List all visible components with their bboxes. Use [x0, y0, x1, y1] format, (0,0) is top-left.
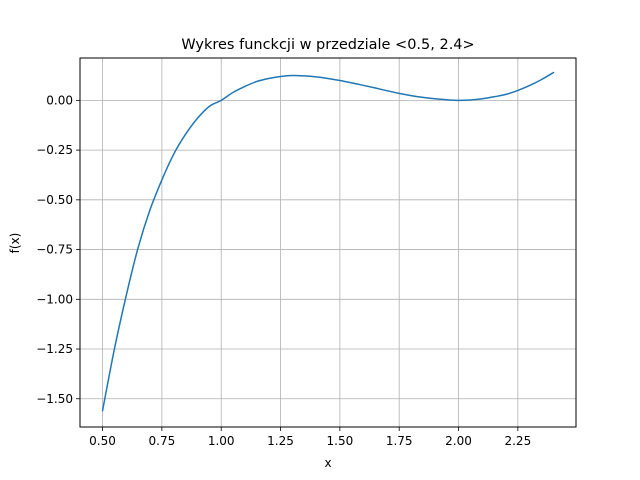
x-tick-label: 0.50: [89, 434, 116, 448]
x-axis: 0.50 0.75 1.00 1.25 1.50 1.75 2.00 2.25: [89, 427, 531, 448]
x-tick-label: 1.50: [327, 434, 354, 448]
y-axis-label: f(x): [8, 233, 22, 254]
y-tick-label: −0.50: [36, 193, 73, 207]
y-tick-label: 0.00: [46, 93, 73, 107]
y-axis: 0.00 −0.25 −0.50 −0.75 −1.00 −1.25 −1.50: [36, 93, 80, 406]
y-tick-label: −0.25: [36, 143, 73, 157]
x-tick-label: 1.75: [386, 434, 413, 448]
x-tick-label: 1.25: [267, 434, 294, 448]
x-tick-label: 2.00: [445, 434, 472, 448]
x-axis-label: x: [324, 456, 331, 470]
chart-title: Wykres funckcji w przedziale <0.5, 2.4>: [181, 37, 474, 53]
x-tick-label: 0.75: [149, 434, 176, 448]
grid: [80, 58, 576, 427]
y-tick-label: −1.25: [36, 342, 73, 356]
x-tick-label: 2.25: [504, 434, 531, 448]
y-tick-label: −0.75: [36, 243, 73, 257]
y-tick-label: −1.00: [36, 292, 73, 306]
series-line: [101, 71, 555, 412]
y-tick-label: −1.50: [36, 392, 73, 406]
axes-frame: [79, 57, 577, 428]
plot-area: [101, 71, 555, 412]
x-tick-label: 1.00: [208, 434, 235, 448]
